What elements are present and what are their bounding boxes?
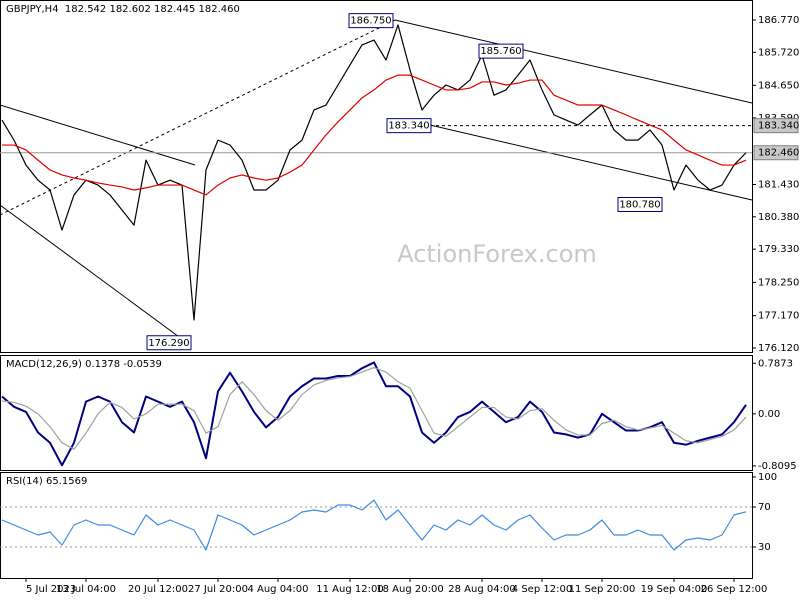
y-tick-label: 179.330 bbox=[758, 244, 799, 255]
annotation-label: 180.780 bbox=[619, 199, 660, 210]
annotation-label: 183.340 bbox=[388, 121, 429, 132]
price-label-box bbox=[753, 118, 799, 134]
annotation-box bbox=[478, 43, 524, 59]
series-line bbox=[2, 74, 747, 196]
series-line bbox=[1, 499, 747, 551]
trend-line bbox=[0, 104, 196, 166]
annotation-label: 176.290 bbox=[148, 338, 189, 349]
annotation-box bbox=[348, 13, 394, 29]
y-tick-label: 184.650 bbox=[758, 80, 799, 91]
annotation-box bbox=[386, 118, 432, 134]
y-tick-label: 100 bbox=[758, 472, 777, 483]
x-tick-label: 13 Jul 04:00 bbox=[56, 584, 116, 595]
series-line bbox=[1, 361, 747, 467]
price-label: 182.460 bbox=[758, 148, 799, 159]
watermark: ActionForex.com bbox=[397, 240, 597, 268]
x-tick-label: 20 Jul 12:00 bbox=[128, 584, 188, 595]
panel-frame bbox=[0, 472, 753, 579]
x-tick-label: 26 Sep 12:00 bbox=[701, 584, 768, 595]
y-tick-label: 180.380 bbox=[758, 212, 799, 223]
channel-line bbox=[429, 124, 753, 201]
x-tick-label: 11 Aug 12:00 bbox=[316, 584, 383, 595]
annotation-box bbox=[146, 335, 192, 351]
x-tick-label: 11 Sep 20:00 bbox=[569, 584, 636, 595]
annotation-label: 185.760 bbox=[480, 46, 521, 57]
x-tick-label: 28 Aug 04:00 bbox=[448, 584, 515, 595]
y-tick-label: 186.770 bbox=[758, 15, 799, 26]
panel-title: RSI(14) 65.1569 bbox=[6, 476, 87, 487]
trend-line bbox=[0, 204, 191, 346]
panel-title: MACD(12,26,9) 0.1378 -0.0539 bbox=[6, 359, 162, 370]
x-tick-label: 27 Jul 20:00 bbox=[188, 584, 248, 595]
x-tick-label: 18 Aug 20:00 bbox=[376, 584, 443, 595]
x-tick-label: 4 Sep 12:00 bbox=[512, 584, 572, 595]
y-tick-label: 176.120 bbox=[758, 343, 799, 354]
y-tick-label: 177.170 bbox=[758, 311, 799, 322]
y-tick-label: 0.00 bbox=[758, 409, 780, 420]
x-tick-label: 5 Jul 2023 bbox=[26, 584, 76, 595]
y-tick-label: 181.430 bbox=[758, 179, 799, 190]
trend-lines bbox=[0, 19, 753, 346]
y-tick-label: 178.250 bbox=[758, 277, 799, 288]
x-tick-label: 19 Sep 04:00 bbox=[641, 584, 708, 595]
price-label-box bbox=[753, 145, 799, 161]
annotation-label: 186.750 bbox=[350, 16, 391, 27]
y-tick-label: 30 bbox=[758, 542, 771, 553]
channel-line bbox=[394, 19, 753, 104]
series-line bbox=[1, 24, 747, 321]
panel-title: GBPJPY,H4 182.542 182.602 182.445 182.46… bbox=[6, 4, 240, 15]
y-tick-label: 185.720 bbox=[758, 47, 799, 58]
y-tick-label: 0.7873 bbox=[758, 358, 793, 369]
price-label: 183.340 bbox=[758, 121, 799, 132]
panel-frame bbox=[0, 355, 753, 471]
annotation-box bbox=[617, 196, 663, 212]
series-line bbox=[1, 366, 747, 450]
x-tick-label: 4 Aug 04:00 bbox=[247, 584, 308, 595]
y-tick-label: -0.8095 bbox=[758, 461, 797, 472]
y-tick-label: 70 bbox=[758, 502, 771, 513]
panel-frame bbox=[0, 0, 753, 353]
trend-line bbox=[0, 19, 396, 216]
